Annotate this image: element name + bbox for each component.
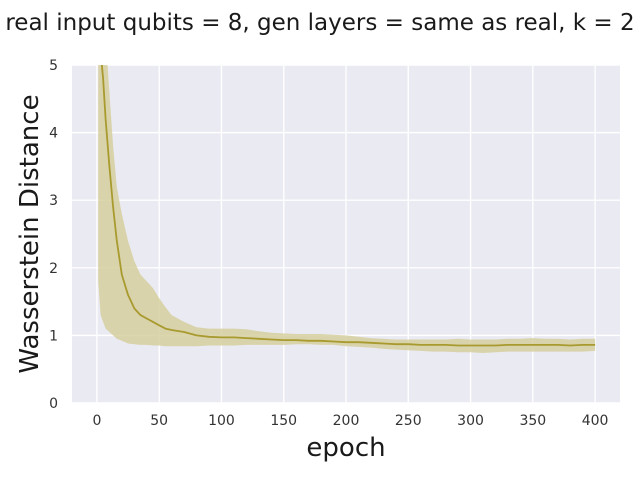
- confidence-band: [98, 65, 596, 353]
- chart-title: real input qubits = 8, gen layers = same…: [5, 10, 634, 36]
- y-tick-label: 2: [49, 261, 58, 277]
- y-tick-label: 5: [49, 58, 58, 74]
- y-axis-label: Wasserstein Distance: [15, 94, 45, 373]
- x-tick-label: 200: [333, 413, 360, 429]
- series-line: [100, 65, 596, 347]
- x-tick-label: 350: [519, 413, 546, 429]
- x-tick-label: 0: [92, 413, 101, 429]
- y-tick-labels: 0 1 2 3 4 5: [49, 58, 58, 412]
- x-tick-label: 250: [395, 413, 422, 429]
- plot-area: [72, 64, 620, 404]
- x-tick-label: 150: [270, 413, 297, 429]
- x-tick-label: 100: [208, 413, 235, 429]
- y-tick-label: 3: [49, 193, 58, 209]
- x-tick-label: 400: [582, 413, 609, 429]
- y-tick-label: 0: [49, 396, 58, 412]
- y-tick-label: 1: [49, 328, 58, 344]
- x-tick-label: 50: [150, 413, 168, 429]
- y-tick-label: 4: [49, 126, 58, 142]
- x-axis-label: epoch: [306, 433, 385, 463]
- x-tick-label: 300: [457, 413, 484, 429]
- x-tick-labels: 0 50 100 150 200 250 300 350 400: [92, 413, 608, 429]
